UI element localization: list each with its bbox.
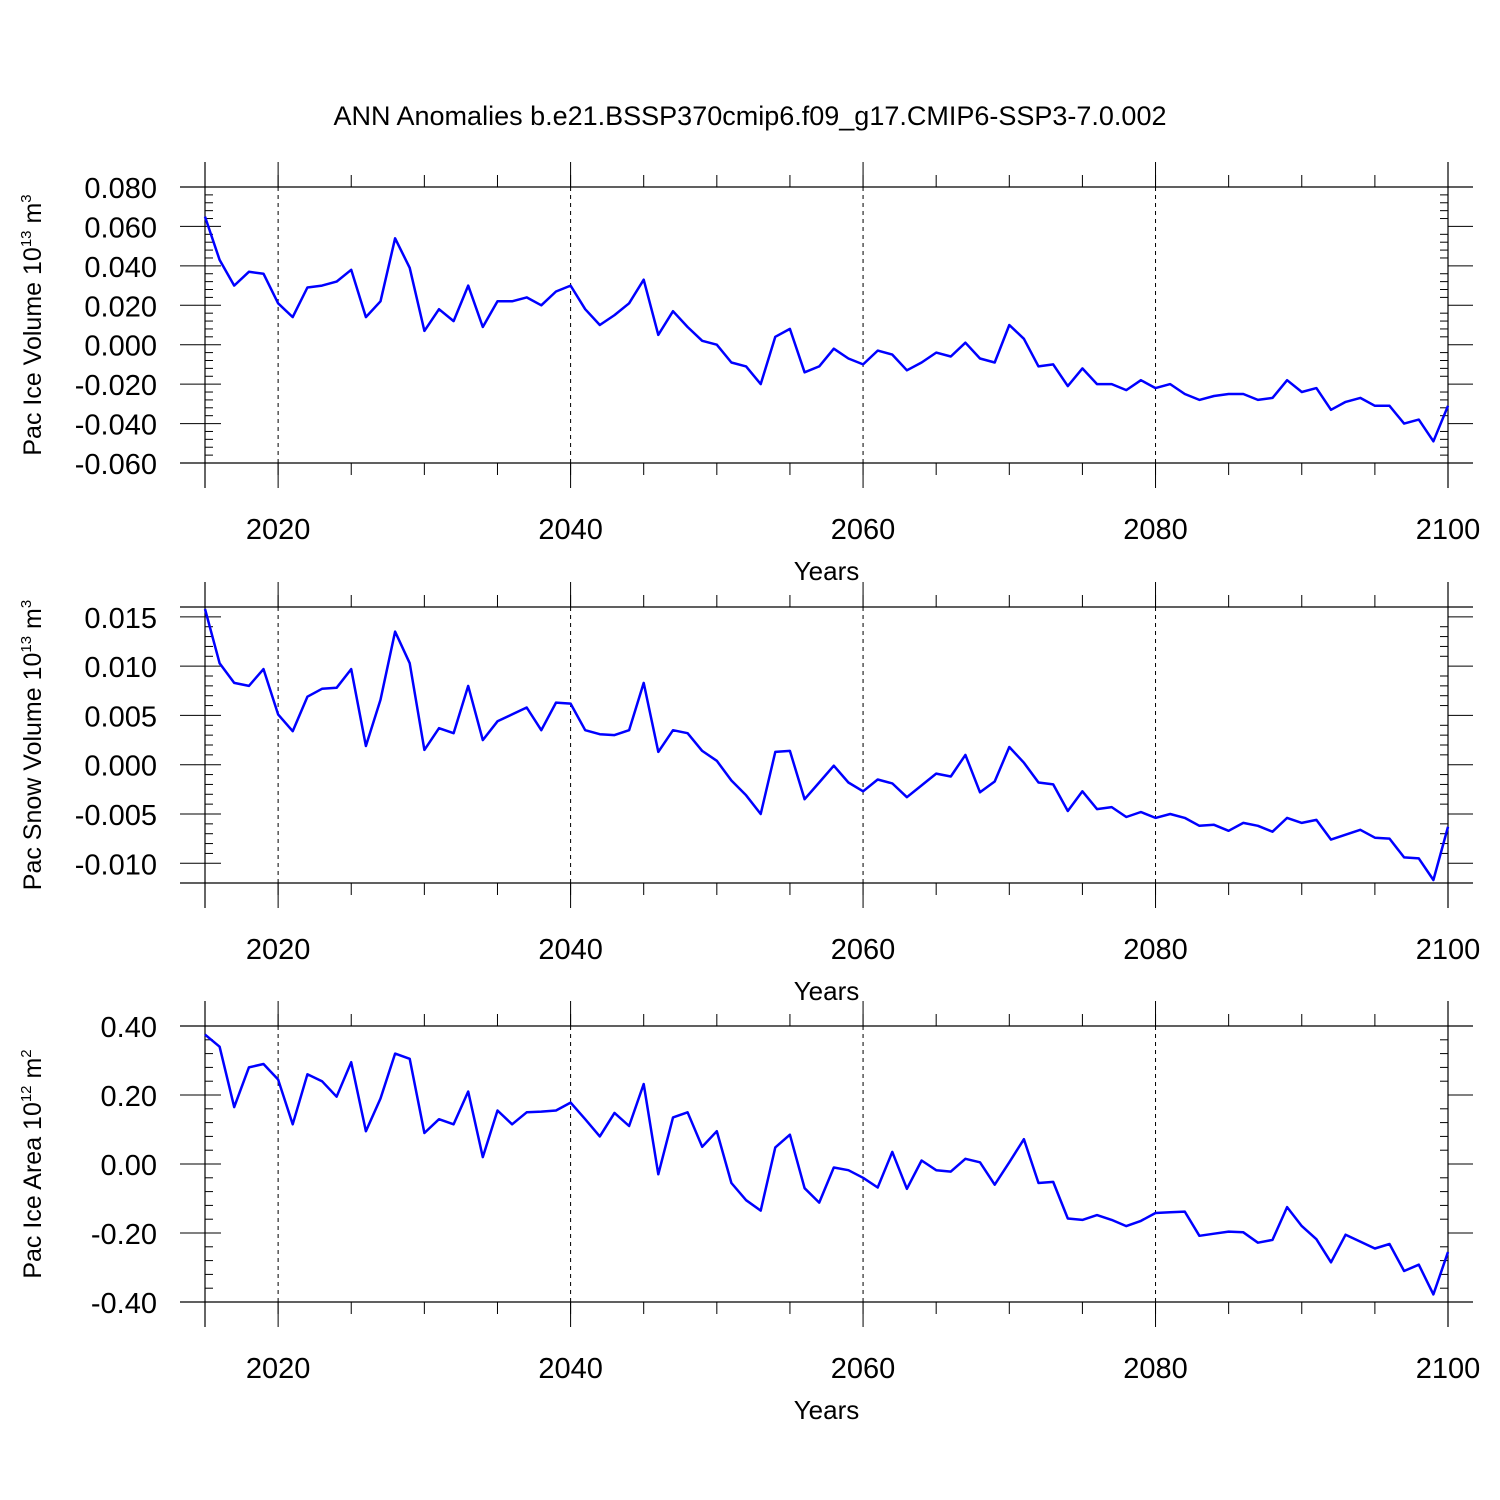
y-tick-label: -0.010 bbox=[75, 849, 157, 881]
y-tick-label: 0.005 bbox=[84, 701, 157, 733]
x-tick-label: 2080 bbox=[1123, 1353, 1188, 1385]
series-line bbox=[203, 216, 1450, 443]
x-tick-label: 2060 bbox=[831, 514, 896, 546]
y-axis-label-unit: m bbox=[19, 203, 47, 231]
y-tick-label: 0.20 bbox=[101, 1081, 157, 1113]
x-tick-label: 2100 bbox=[1416, 514, 1481, 546]
y-axis-label-unit-exponent: 2 bbox=[18, 1049, 35, 1057]
y-axis-label-unit-exponent: 3 bbox=[18, 600, 35, 608]
y-tick-label: 0.060 bbox=[84, 212, 157, 244]
x-axis-label: Years bbox=[794, 556, 860, 586]
x-tick-label: 2040 bbox=[538, 934, 603, 966]
panel-1: -0.060 -0.040 -0.020 0.000 0.020 0.040 0.060 0.… bbox=[18, 162, 1480, 586]
x-tick-label: 2060 bbox=[831, 934, 896, 966]
x-axis-label: Years bbox=[794, 976, 860, 1006]
x-tick-label: 2080 bbox=[1123, 934, 1188, 966]
y-tick-label: 0.015 bbox=[84, 603, 157, 635]
y-tick-label: -0.020 bbox=[75, 370, 157, 402]
series-line bbox=[203, 608, 1450, 882]
y-tick-label: 0.040 bbox=[84, 252, 157, 284]
y-axis-label-exponent: 13 bbox=[18, 230, 35, 247]
y-tick-label: -0.040 bbox=[75, 410, 157, 442]
y-tick-label: 0.000 bbox=[84, 331, 157, 363]
y-tick-label: 0.020 bbox=[84, 291, 157, 323]
chart-title: ANN Anomalies b.e21.BSSP370cmip6.f09_g17… bbox=[334, 101, 1167, 131]
y-tick-label: -0.40 bbox=[91, 1288, 157, 1320]
x-tick-label: 2100 bbox=[1416, 1353, 1481, 1385]
x-tick-label: 2060 bbox=[831, 1353, 896, 1385]
y-axis-label: Pac Snow Volume 1013 m3 bbox=[18, 600, 47, 890]
y-axis-label-unit: m bbox=[19, 1058, 47, 1086]
y-axis-label-unit-exponent: 3 bbox=[18, 194, 35, 202]
x-tick-label: 2040 bbox=[538, 1353, 603, 1385]
y-tick-label: 0.080 bbox=[84, 173, 157, 205]
y-tick-label: 0.00 bbox=[101, 1150, 157, 1182]
x-tick-label: 2100 bbox=[1416, 934, 1481, 966]
y-tick-label: 0.000 bbox=[84, 751, 157, 783]
y-tick-label: -0.005 bbox=[75, 800, 157, 832]
y-tick-label: -0.060 bbox=[75, 449, 157, 481]
x-tick-label: 2020 bbox=[246, 1353, 311, 1385]
x-tick-label: 2020 bbox=[246, 934, 311, 966]
y-axis-label-exponent: 13 bbox=[18, 636, 35, 653]
y-axis-label-unit: m bbox=[19, 608, 47, 636]
y-axis-label: Pac Ice Area 1012 m2 bbox=[18, 1049, 47, 1278]
y-axis-label-text: Pac Ice Area 10 bbox=[19, 1102, 47, 1279]
x-axis-label: Years bbox=[794, 1395, 860, 1425]
x-tick-label: 2080 bbox=[1123, 514, 1188, 546]
chart-panels: -0.060 -0.040 -0.020 0.000 0.020 0.040 0.060 0.… bbox=[18, 162, 1480, 1425]
y-axis-label-exponent: 12 bbox=[18, 1085, 35, 1102]
y-axis-label-text: Pac Snow Volume 10 bbox=[19, 653, 47, 891]
panel-2: -0.010 -0.005 0.000 0.005 0.010 0.015 2020 2040… bbox=[18, 582, 1480, 1006]
y-tick-label: -0.20 bbox=[91, 1219, 157, 1251]
y-tick-label: 0.40 bbox=[101, 1012, 157, 1044]
x-tick-label: 2040 bbox=[538, 514, 603, 546]
x-tick-label: 2020 bbox=[246, 514, 311, 546]
y-axis-label: Pac Ice Volume 1013 m3 bbox=[18, 194, 47, 455]
series-line bbox=[204, 1033, 1450, 1296]
y-tick-label: 0.010 bbox=[84, 652, 157, 684]
y-axis-label-text: Pac Ice Volume 10 bbox=[19, 247, 47, 455]
